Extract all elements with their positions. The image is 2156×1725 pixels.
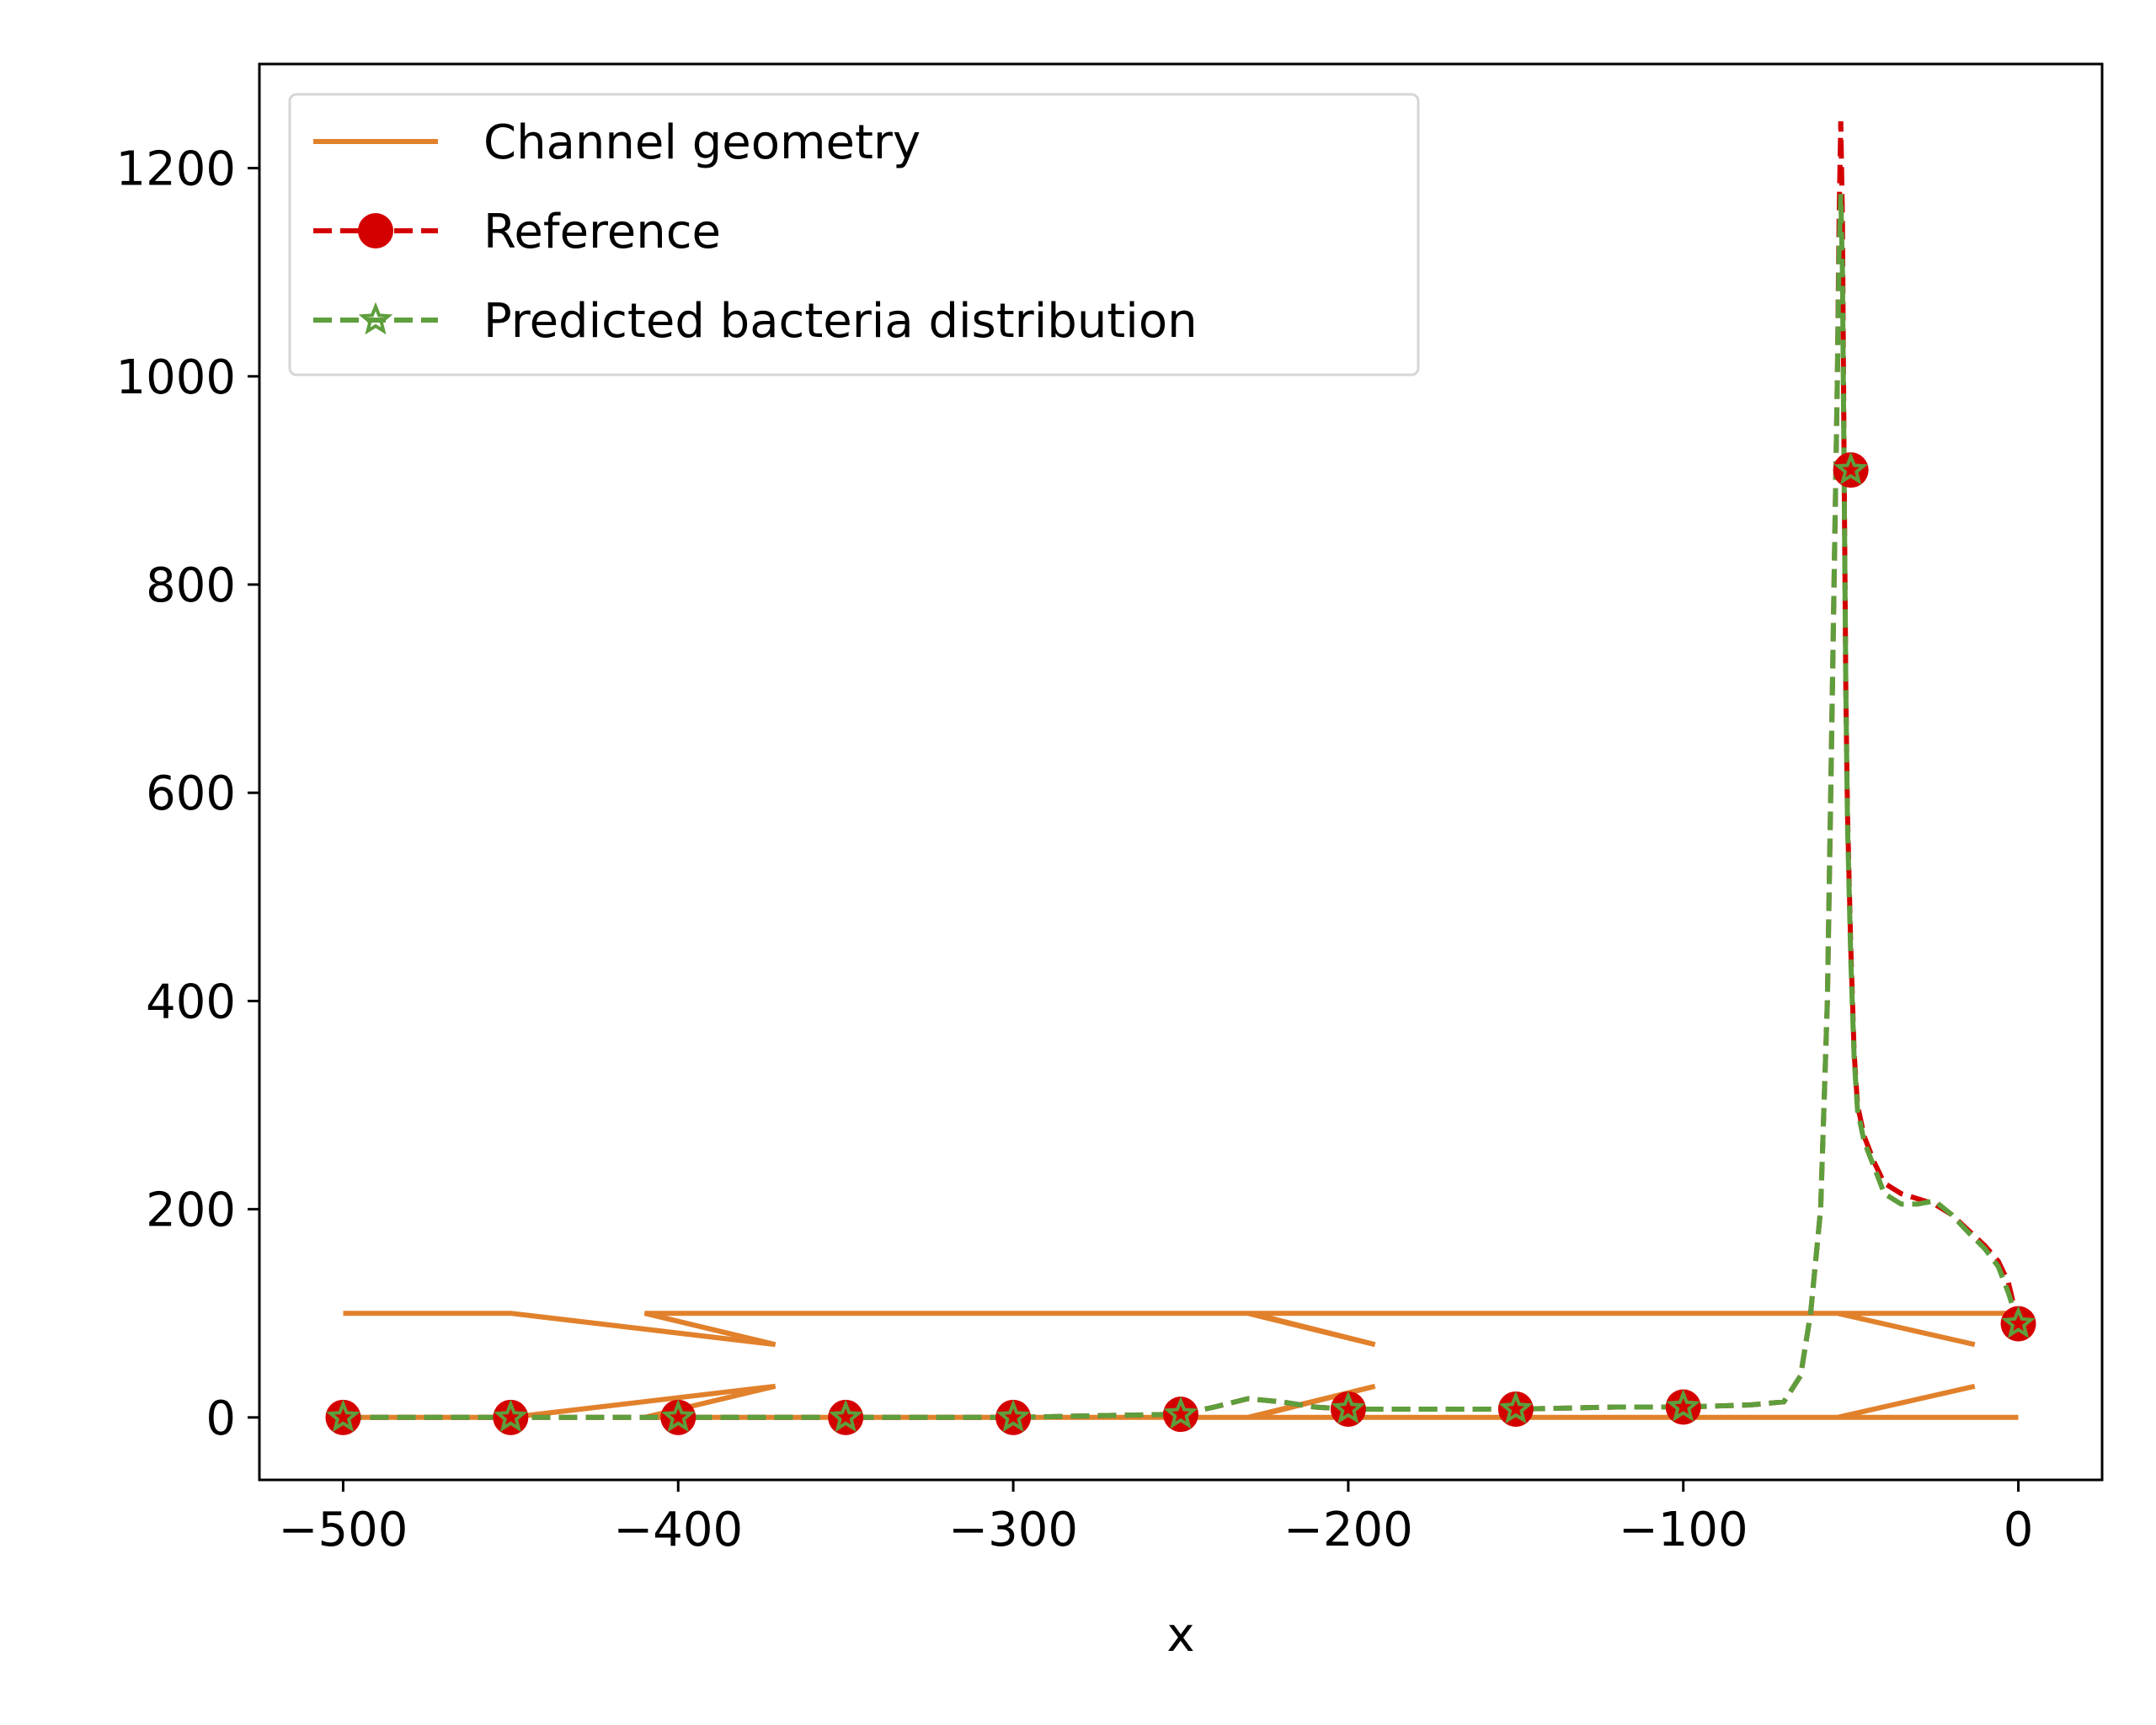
predicted-marker [493,1399,528,1433]
series-layer [325,120,2036,1435]
y-tick-label: 0 [205,1391,236,1446]
x-axis: −500 −400 −300 −200 −100 0 [279,1480,2034,1557]
x-tick-label: −100 [1619,1503,1748,1557]
y-tick-label: 400 [146,975,236,1029]
predicted-marker [1666,1389,1701,1422]
predicted-line [343,194,2021,1420]
y-axis: 0 200 400 600 800 1000 1200 [115,142,259,1446]
legend-box [288,93,1420,377]
x-tick-label: −300 [948,1503,1078,1557]
predicted-marker [1833,451,1869,485]
x-tick-label: 0 [2004,1503,2034,1557]
y-tick-label: 600 [146,766,236,821]
predicted-marker [660,1399,696,1433]
x-axis-label: x [1166,1608,1194,1663]
x-tick-label: −500 [279,1503,408,1557]
predicted-marker [1498,1391,1534,1424]
x-tick-label: −400 [613,1503,743,1557]
x-tick-label: −200 [1283,1503,1413,1557]
legend: Channel geometry Reference Predicted bacte… [288,93,1420,377]
legend-label: Channel geometry [483,115,921,170]
predicted-marker [2001,1306,2036,1338]
legend-label: Predicted bacteria distribution [483,294,1198,349]
predicted-marker [1331,1391,1366,1424]
legend-marker-predicted [358,302,393,335]
predicted-marker [326,1399,360,1433]
legend-label: Reference [483,205,721,259]
legend-marker-reference [358,213,393,248]
y-tick-label: 800 [146,558,236,613]
channel-geometry-line-top [343,1311,2019,1348]
predicted-marker [1163,1396,1198,1429]
y-tick-label: 1000 [115,350,236,405]
predicted-marker [995,1399,1031,1433]
plot-frame [258,62,2104,1482]
predicted-marker [828,1399,863,1433]
channel-geometry-line-bottom [343,1383,2019,1420]
y-tick-label: 1200 [115,142,236,197]
y-tick-label: 200 [146,1183,236,1238]
